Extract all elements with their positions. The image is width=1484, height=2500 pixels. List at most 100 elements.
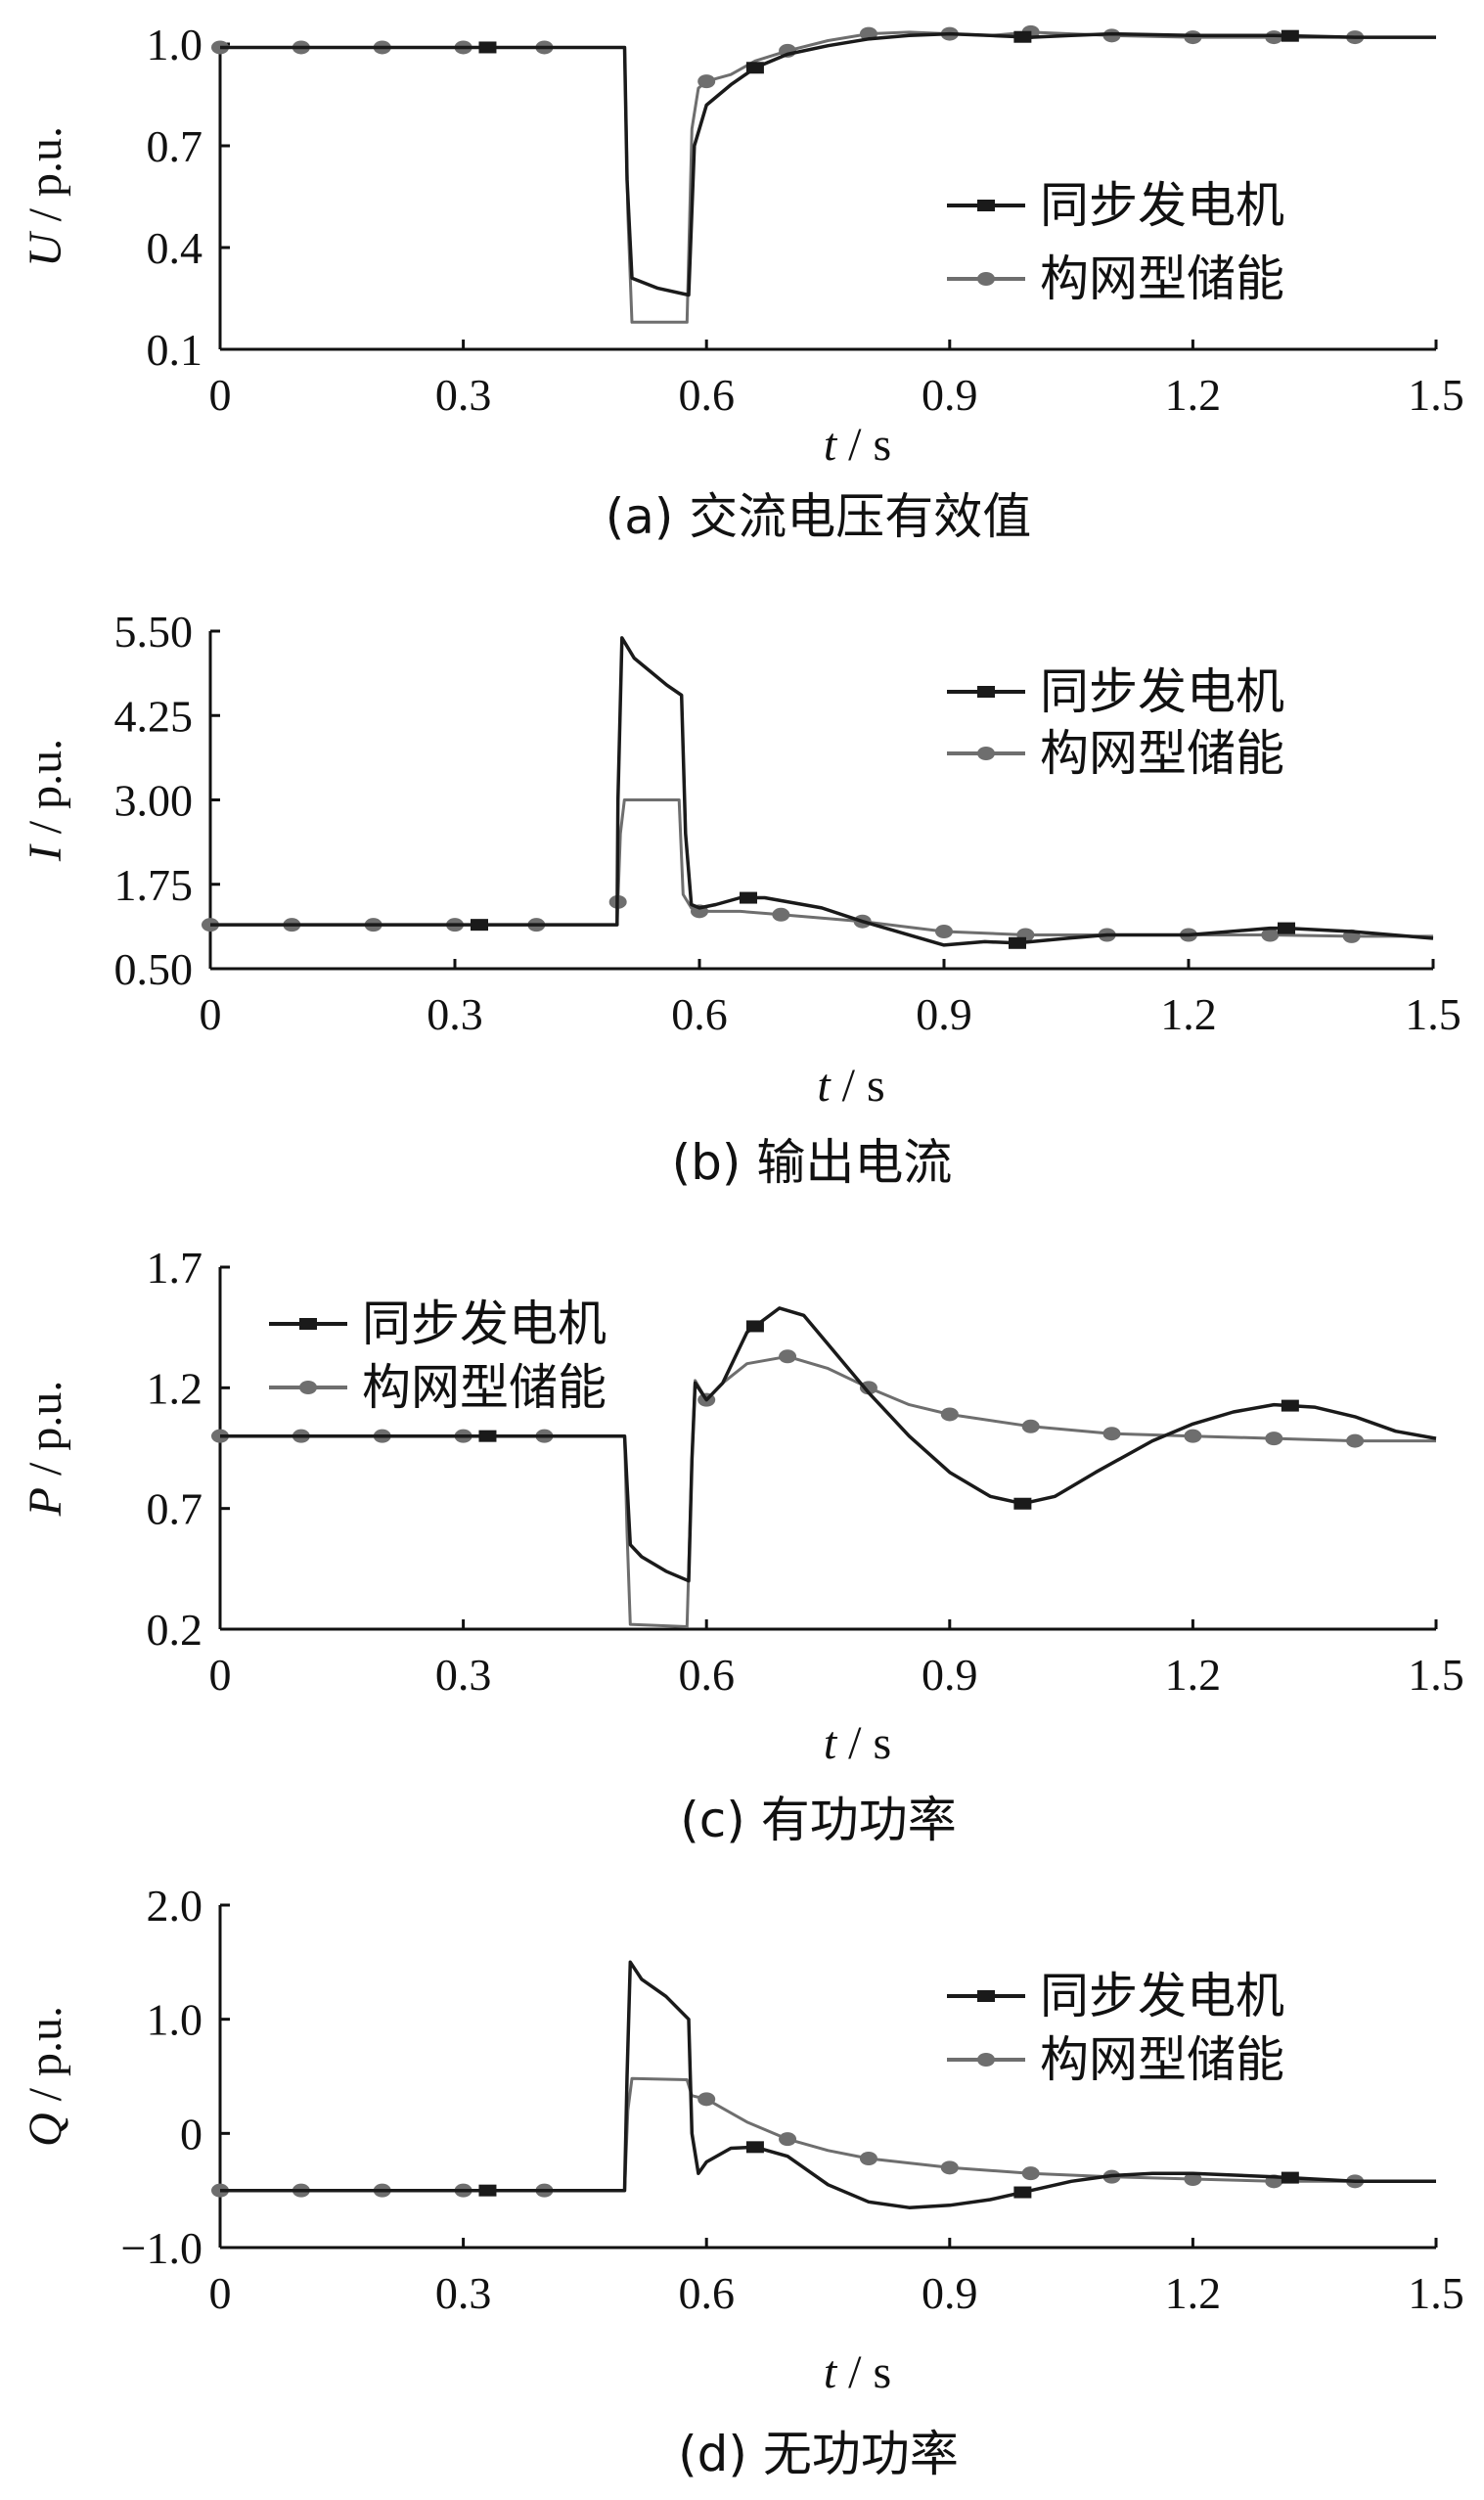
y-tick-label: 0.7 (147, 121, 203, 171)
series-marker-circle (1184, 2172, 1202, 2186)
x-tick-label: 0.3 (435, 1650, 492, 1700)
x-axis-label-var: t (824, 2346, 838, 2398)
panel-caption: (a) 交流电压有效值 (606, 488, 1032, 545)
x-axis-label: t / s (824, 2346, 891, 2398)
x-tick-label: 0.9 (916, 989, 972, 1039)
x-tick-label: 0.6 (671, 989, 728, 1039)
y-axis-label: P / p.u. (20, 1381, 71, 1518)
x-tick-label: 0.6 (678, 2268, 735, 2318)
y-tick-label: 1.2 (147, 1363, 203, 1413)
x-axis-label-var: t (817, 1060, 832, 1112)
y-axis-label-var: U (20, 230, 71, 267)
y-tick-label: 1.0 (147, 20, 203, 69)
x-axis-label: t / s (817, 1060, 884, 1112)
series-marker-circle (935, 925, 953, 939)
legend-marker-square (299, 1318, 317, 1330)
series-marker-circle (779, 2132, 797, 2147)
y-tick-label: 1.7 (147, 1243, 203, 1293)
series-marker-square (745, 1320, 764, 1333)
legend-label: 同步发电机 (1040, 1968, 1284, 2024)
y-tick-label: 0.1 (147, 325, 203, 375)
x-tick-label: 1.5 (1408, 370, 1464, 420)
x-tick-label: 0.9 (922, 370, 978, 420)
series-marker-square (1013, 1497, 1032, 1510)
series-marker-circle (1261, 928, 1280, 942)
legend-marker-circle (977, 747, 995, 760)
series-marker-square (1013, 30, 1032, 43)
panel-caption: (d) 无功功率 (678, 2426, 959, 2482)
x-axis-label: t / s (824, 1717, 891, 1769)
legend-marker-circle (977, 2053, 995, 2067)
chart-panel-3: 0 0.3 0.6 0.9 1.2 1.5−1.001.02.0Q / p.u.t / s… (20, 1881, 1464, 2482)
x-tick-label: 1.2 (1165, 2268, 1222, 2318)
series-marker-circle (1021, 1419, 1040, 1433)
chart-panel-1: 0 0.3 0.6 0.9 1.2 1.5 0.50 1.75 3.00 4.25 5.50 I / … (20, 607, 1462, 1191)
series-marker-circle (859, 2152, 877, 2165)
series-line-syncgen (220, 31, 1436, 297)
legend-label: 同步发电机 (362, 1295, 607, 1352)
x-tick-label: 1.2 (1165, 370, 1222, 420)
series-marker-circle (779, 1349, 797, 1364)
y-tick-label: 0.4 (147, 223, 203, 273)
series-marker-square (1009, 936, 1026, 949)
legend-marker-circle (299, 1381, 317, 1394)
series-marker-square (478, 41, 497, 54)
x-tick-label: 1.2 (1160, 989, 1217, 1039)
x-tick-label: 0 (209, 2268, 232, 2318)
chart-panel-2: 0 0.3 0.6 0.9 1.2 1.5 0.2 0.7 1.2 1.7 P / p.u. t / … (20, 1243, 1464, 1848)
y-axis-label-unit: / p.u. (20, 2006, 71, 2113)
y-tick-label: 0.7 (147, 1484, 203, 1534)
y-axis-label-unit: / p.u. (20, 126, 71, 233)
series-line-syncgen (220, 1306, 1437, 1583)
y-tick-label: 0 (180, 2109, 202, 2159)
y-tick-label: 1.75 (114, 860, 194, 910)
series-marker-circle (1265, 1432, 1283, 1446)
legend-marker-square (977, 686, 995, 698)
x-tick-label: 0 (209, 1650, 232, 1700)
series-marker-circle (697, 74, 716, 89)
x-axis-label-unit: / s (836, 1717, 891, 1769)
legend-label: 构网型储能 (1040, 2031, 1284, 2088)
y-axis-label: Q / p.u. (20, 2006, 71, 2147)
series-marker-square (745, 62, 764, 74)
x-tick-label: 1.5 (1408, 2268, 1464, 2318)
y-axis-label-var: P (20, 1487, 71, 1517)
x-tick-label: 0.9 (922, 1650, 978, 1700)
y-tick-label: 0.50 (114, 944, 194, 994)
legend-label: 构网型储能 (1040, 725, 1284, 782)
y-tick-label: 0.2 (147, 1605, 203, 1655)
legend-label: 同步发电机 (1040, 177, 1284, 234)
chart-panel-0: 0 0.3 0.6 0.9 1.2 1.5 0.1 0.4 0.7 1.0 U / p.u. t / … (20, 20, 1464, 545)
series-marker-square (1281, 1399, 1299, 1412)
x-axis-label-unit: / s (831, 1060, 885, 1112)
x-tick-label: 1.5 (1405, 989, 1462, 1039)
series-marker-circle (1184, 30, 1202, 45)
x-axis-label-unit: / s (836, 2346, 891, 2398)
y-axis-label: U / p.u. (20, 126, 71, 267)
series-marker-square (1281, 29, 1299, 42)
panel-caption: (b) 输出电流 (672, 1134, 953, 1191)
legend-marker-square (977, 200, 995, 211)
legend-label: 构网型储能 (362, 1359, 607, 1416)
y-axis-label: I / p.u. (20, 739, 71, 862)
y-tick-label: 1.0 (147, 1995, 203, 2045)
x-axis-label: t / s (824, 419, 891, 471)
series-marker-circle (940, 1407, 959, 1422)
y-axis-label-unit: / p.u. (20, 739, 71, 845)
x-tick-label: 0 (209, 370, 232, 420)
y-tick-label: 3.00 (114, 776, 194, 826)
legend-label: 构网型储能 (1040, 250, 1284, 307)
series-marker-square (740, 891, 757, 904)
series-line-syncgen (220, 1960, 1436, 2209)
panel-caption: (c) 有功功率 (680, 1792, 956, 1848)
x-tick-label: 0.3 (435, 2268, 492, 2318)
x-axis-label-unit: / s (836, 419, 891, 471)
x-axis-label-var: t (824, 419, 838, 471)
x-tick-label: 1.2 (1165, 1650, 1222, 1700)
y-axis-label-var: Q (20, 2113, 71, 2147)
legend-marker-circle (977, 272, 995, 286)
y-axis-label-unit: / p.u. (20, 1381, 71, 1487)
x-tick-label: 0.6 (678, 1650, 735, 1700)
y-tick-label: 2.0 (147, 1881, 203, 1931)
legend-marker-square (977, 1990, 995, 2002)
